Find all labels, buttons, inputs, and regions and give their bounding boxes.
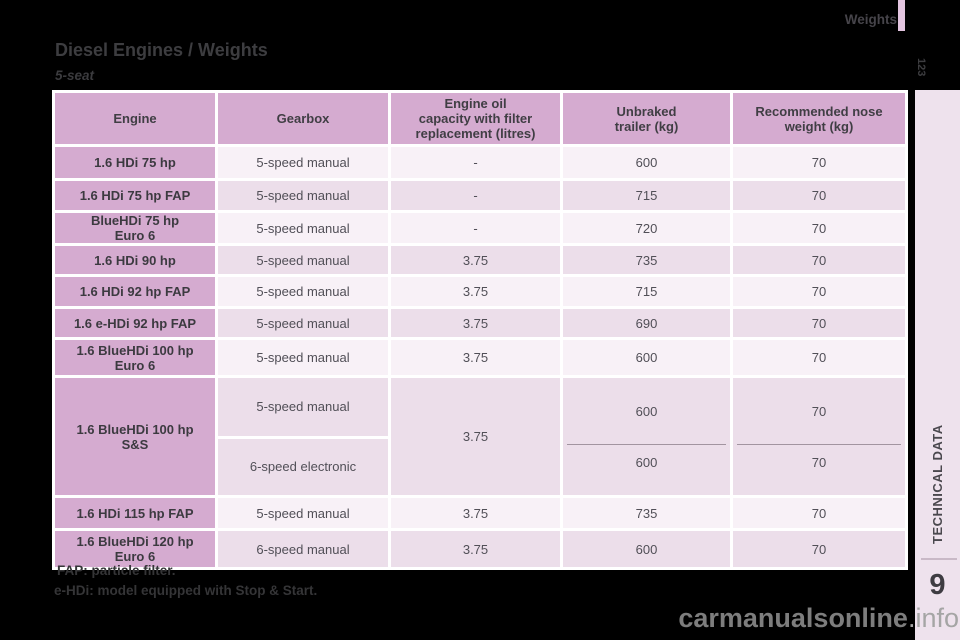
section-header: Weights xyxy=(844,12,897,27)
gearbox-cell: 5-speed manual xyxy=(218,498,388,528)
trailer-subvalue: 600 xyxy=(567,444,726,480)
engine-cell: 1.6 HDi 75 hp FAP xyxy=(55,181,215,210)
footnote-fap: FAP: particle filter. xyxy=(57,563,176,578)
nose-weight-cell: 70 xyxy=(733,340,905,375)
trailer-cell: 690 xyxy=(563,309,730,337)
nose-weight-subvalue: 70 xyxy=(737,444,901,480)
nose-weight-cell: 70 xyxy=(733,498,905,528)
footnote-ehdi: e-HDi: model equipped with Stop & Start. xyxy=(54,583,318,598)
table-row: 1.6 HDi 90 hp 5-speed manual 3.75 735 70 xyxy=(55,246,905,274)
trailer-cell: 720 xyxy=(563,213,730,243)
nose-weight-cell: 70 xyxy=(733,531,905,567)
chapter-title: TECHNICAL DATA xyxy=(930,424,945,544)
oil-capacity-cell: 3.75 xyxy=(391,498,560,528)
page-number: 123 xyxy=(915,57,927,77)
engine-cell: 1.6 HDi 75 hp xyxy=(55,147,215,178)
engine-cell: 1.6 HDi 115 hp FAP xyxy=(55,498,215,528)
column-header-oil-capacity: Engine oil capacity with filter replacem… xyxy=(391,93,560,144)
oil-capacity-cell: 3.75 xyxy=(391,531,560,567)
nose-weight-cell: 70 xyxy=(733,181,905,210)
oil-capacity-cell: - xyxy=(391,213,560,243)
table-header-row: Engine Gearbox Engine oil capacity with … xyxy=(55,93,905,144)
chapter-sidebar-tab: TECHNICAL DATA 9 xyxy=(915,90,960,640)
engine-cell: BlueHDi 75 hp Euro 6 xyxy=(55,213,215,243)
column-header-engine: Engine xyxy=(55,93,215,144)
trailer-cell: 715 xyxy=(563,277,730,306)
gearbox-cell: 5-speed manual xyxy=(218,340,388,375)
watermark-suffix: .info xyxy=(907,603,959,633)
section-accent-bar xyxy=(898,0,905,31)
table-row-merged-bottom: 6-speed electronic xyxy=(55,438,905,495)
gearbox-cell: 5-speed manual xyxy=(218,309,388,337)
oil-capacity-cell: 3.75 xyxy=(391,246,560,274)
column-header-nose-weight: Recommended nose weight (kg) xyxy=(733,93,905,144)
nose-weight-cell: 70 xyxy=(733,213,905,243)
oil-capacity-cell-merged: 3.75 xyxy=(391,378,560,495)
sidebar-divider xyxy=(921,558,957,560)
oil-capacity-cell: 3.75 xyxy=(391,277,560,306)
table-row: 1.6 BlueHDi 120 hp Euro 6 6-speed manual… xyxy=(55,531,905,567)
oil-capacity-cell: 3.75 xyxy=(391,340,560,375)
oil-capacity-cell: 3.75 xyxy=(391,309,560,337)
gearbox-cell: 5-speed manual xyxy=(218,378,388,436)
table-row-merged-top: 1.6 BlueHDi 100 hp S&S 5-speed manual 3.… xyxy=(55,378,905,495)
oil-capacity-cell: - xyxy=(391,147,560,178)
engine-cell: 1.6 e-HDi 92 hp FAP xyxy=(55,309,215,337)
gearbox-cell: 5-speed manual xyxy=(218,147,388,178)
gearbox-cell: 5-speed manual xyxy=(218,181,388,210)
column-header-unbraked-trailer: Unbraked trailer (kg) xyxy=(563,93,730,144)
nose-weight-subvalue: 70 xyxy=(811,403,827,419)
nose-weight-cell: 70 xyxy=(733,147,905,178)
gearbox-cell: 5-speed manual xyxy=(218,277,388,306)
page-title: Diesel Engines / Weights xyxy=(55,40,268,60)
nose-weight-cell-split: 70 70 xyxy=(733,378,905,495)
nose-weight-cell: 70 xyxy=(733,277,905,306)
engine-cell: 1.6 BlueHDi 100 hp S&S xyxy=(55,378,215,495)
gearbox-cell: 6-speed manual xyxy=(218,531,388,567)
spec-table: Engine Gearbox Engine oil capacity with … xyxy=(52,90,908,570)
gearbox-cell: 5-speed manual xyxy=(218,213,388,243)
nose-weight-cell: 70 xyxy=(733,309,905,337)
gearbox-cell: 5-speed manual xyxy=(218,246,388,274)
table-row: 1.6 HDi 92 hp FAP 5-speed manual 3.75 71… xyxy=(55,277,905,306)
engine-cell: 1.6 HDi 92 hp FAP xyxy=(55,277,215,306)
trailer-subvalue: 600 xyxy=(635,403,658,419)
trailer-cell: 600 xyxy=(563,340,730,375)
table-row: BlueHDi 75 hp Euro 6 5-speed manual - 72… xyxy=(55,213,905,243)
engine-cell: 1.6 BlueHDi 100 hp Euro 6 xyxy=(55,340,215,375)
trailer-cell: 735 xyxy=(563,246,730,274)
trailer-cell: 735 xyxy=(563,498,730,528)
engine-cell: 1.6 BlueHDi 120 hp Euro 6 xyxy=(55,531,215,567)
gearbox-cell: 6-speed electronic xyxy=(218,438,388,495)
trailer-cell: 600 xyxy=(563,147,730,178)
watermark: carmanualsonline.info xyxy=(678,603,959,634)
table-row: 1.6 HDi 75 hp FAP 5-speed manual - 715 7… xyxy=(55,181,905,210)
table-row: 1.6 HDi 115 hp FAP 5-speed manual 3.75 7… xyxy=(55,498,905,528)
trailer-cell: 715 xyxy=(563,181,730,210)
nose-weight-cell: 70 xyxy=(733,246,905,274)
trailer-cell-split: 600 600 xyxy=(563,378,730,495)
page-subtitle: 5-seat xyxy=(55,68,95,83)
trailer-cell: 600 xyxy=(563,531,730,567)
table-row: 1.6 e-HDi 92 hp FAP 5-speed manual 3.75 … xyxy=(55,309,905,337)
table-row: 1.6 BlueHDi 100 hp Euro 6 5-speed manual… xyxy=(55,340,905,375)
oil-capacity-cell: - xyxy=(391,181,560,210)
watermark-main: carmanualsonline xyxy=(678,603,908,633)
chapter-number: 9 xyxy=(929,569,946,601)
table-row: 1.6 HDi 75 hp 5-speed manual - 600 70 xyxy=(55,147,905,178)
engine-cell: 1.6 HDi 90 hp xyxy=(55,246,215,274)
column-header-gearbox: Gearbox xyxy=(218,93,388,144)
